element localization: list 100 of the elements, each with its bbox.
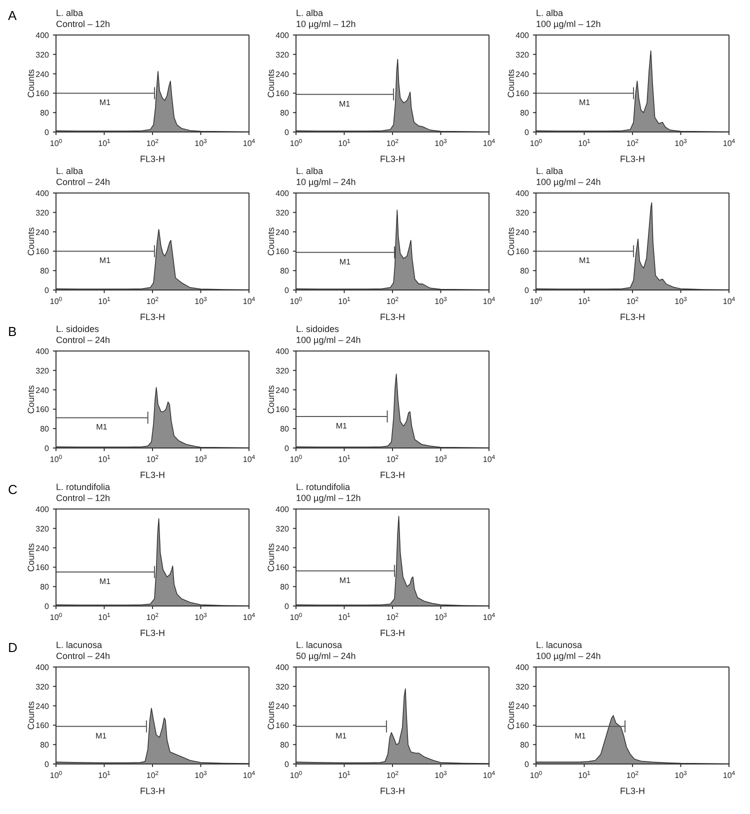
y-tick-label: 400 — [276, 31, 290, 40]
x-tick-label: 10$^{4}$ — [482, 770, 496, 780]
y-axis-title: Counts — [266, 700, 276, 730]
x-tick-label: 10$^{2}$ — [386, 296, 400, 306]
y-tick-label: 320 — [276, 524, 290, 534]
chart-title: L. sidoides — [56, 324, 100, 335]
y-tick-label: 160 — [36, 247, 50, 256]
y-axis-title: Counts — [26, 68, 36, 98]
y-axis-title: Counts — [506, 226, 516, 256]
x-tick-label: 10$^{2}$ — [146, 770, 160, 780]
x-tick-label: 10$^{3}$ — [434, 770, 448, 780]
y-tick-label: 320 — [276, 682, 290, 692]
x-tick-label: 10$^{0}$ — [290, 454, 303, 464]
x-tick-label: 10$^{2}$ — [146, 296, 160, 306]
y-tick-label: 240 — [516, 228, 530, 237]
chart-title: L. lacunosa — [56, 640, 104, 651]
y-tick-label: 320 — [36, 208, 50, 218]
y-tick-label: 400 — [276, 189, 290, 198]
x-tick-label: 10$^{0}$ — [50, 296, 63, 306]
text: B — [8, 324, 17, 339]
x-tick-label: 10$^{3}$ — [674, 138, 688, 148]
y-tick-label: 160 — [36, 89, 50, 98]
chart-subtitle: 100 µg/ml – 12h — [536, 19, 602, 30]
y-tick-label: 400 — [36, 189, 50, 198]
chart-subtitle: 10 µg/ml – 12h — [296, 19, 357, 30]
x-tick-label: 10$^{1}$ — [98, 454, 112, 464]
y-tick-label: 0 — [44, 602, 50, 611]
chart-title: L. lacunosa — [296, 640, 344, 651]
x-tick-label: 10$^{4}$ — [482, 296, 496, 306]
x-tick-label: 10$^{2}$ — [626, 296, 640, 306]
x-tick-label: 10$^{0}$ — [50, 454, 63, 464]
y-tick-label: 320 — [36, 524, 50, 534]
x-axis-title: FL3-H — [380, 154, 406, 164]
chart-subtitle: 10 µg/ml – 24h — [296, 177, 357, 188]
y-axis-title: Counts — [26, 384, 36, 414]
series-label: M1 — [99, 256, 112, 266]
x-tick-label: 10$^{4}$ — [242, 612, 256, 622]
y-axis-title: Counts — [26, 226, 36, 256]
y-tick-label: 160 — [36, 405, 50, 414]
x-tick-label: 10$^{1}$ — [338, 296, 352, 306]
x-tick-label: 10$^{1}$ — [98, 138, 112, 148]
x-tick-label: 10$^{1}$ — [98, 296, 112, 306]
chart-subtitle: Control – 24h — [56, 651, 112, 662]
y-tick-label: 0 — [44, 444, 50, 453]
y-tick-label: 80 — [520, 108, 530, 118]
y-tick-label: 160 — [276, 247, 290, 256]
x-tick-label: 10$^{4}$ — [242, 454, 256, 464]
y-tick-label: 80 — [40, 108, 50, 118]
series-label: M1 — [96, 422, 108, 432]
y-tick-label: 80 — [280, 424, 290, 434]
y-tick-label: 0 — [284, 760, 290, 769]
series-label: M1 — [339, 257, 352, 266]
y-axis-title: Counts — [266, 542, 276, 572]
x-tick-label: 10$^{1}$ — [338, 454, 352, 464]
chart-subtitle: 100 µg/ml – 24h — [536, 177, 602, 188]
x-tick-label: 10$^{3}$ — [194, 612, 208, 622]
chart-title: L. alba — [536, 8, 564, 19]
x-tick-label: 10$^{4}$ — [722, 296, 736, 306]
x-tick-label: 10$^{1}$ — [98, 612, 112, 622]
x-tick-label: 10$^{3}$ — [434, 296, 448, 306]
y-tick-label: 240 — [36, 228, 50, 237]
chart-subtitle: 100 µg/ml – 24h — [536, 651, 602, 662]
x-axis-title: FL3-H — [380, 628, 406, 638]
x-tick-label: 10$^{2}$ — [626, 770, 640, 780]
y-tick-label: 240 — [36, 70, 50, 79]
y-tick-label: 0 — [284, 128, 290, 137]
series-label: M1 — [578, 98, 591, 108]
series-label: M1 — [574, 731, 586, 740]
y-tick-label: 160 — [516, 89, 530, 98]
y-tick-label: 240 — [516, 702, 530, 711]
x-axis-title: FL3-H — [620, 786, 646, 796]
y-tick-label: 400 — [516, 31, 530, 40]
x-axis-title: FL3-H — [140, 470, 166, 480]
y-tick-label: 80 — [520, 266, 530, 276]
y-tick-label: 240 — [276, 228, 290, 237]
x-tick-label: 10$^{2}$ — [146, 138, 160, 148]
x-tick-label: 10$^{1}$ — [578, 138, 592, 148]
y-tick-label: 320 — [276, 208, 290, 218]
x-tick-label: 10$^{3}$ — [194, 770, 208, 780]
x-tick-label: 10$^{0}$ — [290, 296, 303, 306]
x-tick-label: 10$^{4}$ — [242, 296, 256, 306]
x-tick-label: 10$^{1}$ — [338, 612, 352, 622]
y-axis-title: Counts — [266, 68, 276, 98]
series-label: M1 — [578, 256, 591, 266]
y-tick-label: 80 — [280, 740, 290, 750]
x-tick-label: 10$^{0}$ — [530, 296, 543, 306]
y-tick-label: 400 — [36, 31, 50, 40]
y-tick-label: 80 — [40, 740, 50, 750]
y-axis-title: Counts — [26, 542, 36, 572]
y-tick-label: 80 — [280, 108, 290, 118]
y-tick-label: 80 — [40, 424, 50, 434]
y-tick-label: 80 — [520, 740, 530, 750]
x-tick-label: 10$^{2}$ — [386, 612, 400, 622]
x-tick-label: 10$^{4}$ — [482, 138, 496, 148]
y-tick-label: 400 — [36, 505, 50, 514]
series-label: M1 — [335, 731, 348, 740]
chart-title: L. alba — [536, 166, 564, 177]
series-label: M1 — [336, 421, 348, 430]
y-tick-label: 80 — [40, 582, 50, 592]
x-tick-label: 10$^{4}$ — [722, 138, 736, 148]
